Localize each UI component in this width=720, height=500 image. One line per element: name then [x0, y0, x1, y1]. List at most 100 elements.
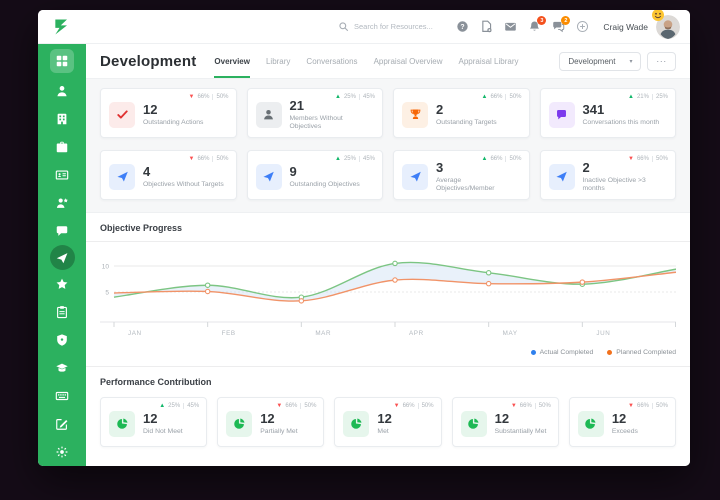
reports-icon [57, 306, 67, 319]
stat-card: ▼ 66% 50% 12 Partially Met [217, 397, 325, 447]
sidebar-item-security[interactable] [48, 326, 76, 354]
trend-badge: ▲ 66% 50% [482, 156, 522, 162]
sidebar-item-jobs[interactable] [48, 133, 76, 161]
check-icon [109, 101, 135, 128]
trend-percent-secondary: 50% [417, 403, 434, 409]
trend-percent-secondary: 50% [505, 94, 522, 100]
sidebar-item-favorites[interactable] [48, 270, 76, 298]
sidebar-item-talent[interactable] [48, 189, 76, 217]
topbar: ? 3 2 Craig Wade [38, 10, 690, 44]
more-options-button[interactable]: ... [647, 51, 676, 71]
category-select[interactable]: Development ▾ [559, 51, 642, 71]
stat-label: Partially Met [260, 427, 298, 435]
sidebar-item-reports[interactable] [48, 298, 76, 326]
trend-percent-secondary: 50% [534, 403, 551, 409]
id-card-icon [55, 170, 69, 180]
members-icon [57, 86, 67, 97]
trend-percent-primary: 66% [636, 403, 649, 409]
svg-text:FEB: FEB [222, 330, 236, 337]
trend-badge: ▲ 66% 50% [482, 94, 522, 100]
settings-icon [56, 446, 68, 458]
trend-percent-primary: 25% [168, 403, 181, 409]
sidebar-item-organization[interactable] [48, 105, 76, 133]
trend-percent-primary: 66% [490, 94, 503, 100]
chart-legend: Actual Completed Planned Completed [86, 347, 690, 366]
stat-card: ▼ 66% 50% 12 Exceeds [568, 397, 677, 447]
tab-appraisal-library[interactable]: Appraisal Library [458, 56, 519, 66]
pie-icon [343, 410, 370, 437]
section-title-objective-progress: Objective Progress [100, 223, 183, 233]
performance-cards-row: ▲ 25% 45% 12 Did Not Meet ▼ 66% 50% 12 Partially … [86, 395, 690, 461]
dashboard-icon [56, 55, 68, 67]
main-content: Development Overview Library Conversations… [86, 44, 690, 466]
pie-icon [577, 410, 604, 437]
stat-value: 2 [436, 101, 444, 117]
trend-percent-primary: 25% [343, 156, 356, 162]
topbar-icons: ? 3 2 [456, 16, 589, 33]
svg-text:MAR: MAR [315, 330, 331, 337]
sidebar-item-members[interactable] [48, 77, 76, 105]
mail-icon[interactable] [504, 20, 517, 33]
sidebar-item-learning[interactable] [48, 354, 76, 382]
divider [86, 366, 690, 367]
trend-down-icon: ▼ [628, 403, 634, 409]
stat-card: ▲ 25% 45% 12 Did Not Meet [100, 397, 208, 447]
stat-label: Substantially Met [494, 427, 547, 435]
trend-up-icon: ▲ [335, 94, 341, 100]
search-input[interactable] [354, 22, 444, 31]
stat-label: Outstanding Actions [143, 118, 204, 126]
stat-value: 2 [582, 159, 590, 175]
sidebar-item-settings[interactable] [48, 438, 76, 466]
trend-up-icon: ▲ [628, 94, 634, 100]
sidebar-item-objectives[interactable] [49, 245, 75, 270]
trend-badge: ▼ 66% 50% [189, 156, 229, 162]
stat-card-row: ▼ 66% 50% 4 Objectives Without Targets ▲ 25% 45… [100, 150, 676, 200]
trend-percent-primary: 66% [402, 403, 415, 409]
sidebar-item-dashboard[interactable] [50, 49, 74, 73]
user-avatar[interactable] [652, 10, 680, 39]
stat-label: Did Not Meet [143, 427, 183, 435]
trend-percent-primary: 25% [343, 94, 356, 100]
sidebar-item-feedback[interactable] [48, 217, 76, 245]
message-count-badge: 2 [561, 16, 571, 25]
stat-value: 12 [377, 410, 392, 426]
stat-label: Average Objectives/Member [436, 176, 495, 192]
trend-percent-secondary: 25% [651, 94, 668, 100]
sidebar-item-id-card[interactable] [48, 161, 76, 189]
trend-percent-primary: 66% [197, 94, 210, 100]
add-icon[interactable] [576, 20, 589, 33]
help-icon[interactable]: ? [456, 20, 469, 33]
stat-value: 12 [494, 410, 510, 426]
svg-text:JUN: JUN [596, 330, 610, 337]
document-icon[interactable] [480, 20, 493, 33]
objectives-icon [56, 252, 68, 263]
legend-item-planned-completed: Planned Completed [607, 349, 676, 356]
tab-library[interactable]: Library [265, 56, 291, 66]
tab-overview[interactable]: Overview [214, 44, 250, 78]
sidebar-item-keyboard[interactable] [48, 382, 76, 410]
security-icon [57, 334, 67, 346]
jobs-icon [56, 141, 68, 153]
stat-card: ▼ 66% 50% 12 Substantially Met [451, 397, 559, 447]
trend-percent-secondary: 45% [358, 156, 375, 162]
legend-dot-icon [530, 350, 536, 355]
stat-value: 12 [611, 410, 627, 426]
app-logo[interactable] [38, 17, 86, 37]
trend-percent-primary: 66% [285, 403, 298, 409]
trend-badge: ▼ 66% 50% [394, 403, 434, 409]
trend-percent-primary: 66% [490, 156, 503, 162]
trend-percent-secondary: 50% [212, 156, 229, 162]
tab-conversations[interactable]: Conversations [306, 56, 358, 66]
stat-card: ▼ 66% 50% 2 Inactive Objective >3 months [539, 150, 676, 200]
search-box[interactable] [338, 21, 446, 32]
stat-card-row: ▼ 66% 50% 12 Outstanding Actions ▲ 25% 45% 21 Mem… [100, 88, 676, 138]
search-icon [339, 22, 349, 32]
tab-appraisal-overview[interactable]: Appraisal Overview [373, 56, 443, 66]
notifications-bell-icon[interactable]: 3 [528, 16, 547, 33]
plane-icon [109, 163, 135, 190]
messages-icon[interactable]: 2 [552, 16, 571, 33]
svg-text:APR: APR [409, 330, 424, 337]
trend-percent-primary: 66% [197, 156, 210, 162]
sidebar-item-compose[interactable] [48, 410, 76, 438]
stat-card: ▲ 66% 50% 3 Average Objectives/Member [393, 150, 530, 200]
